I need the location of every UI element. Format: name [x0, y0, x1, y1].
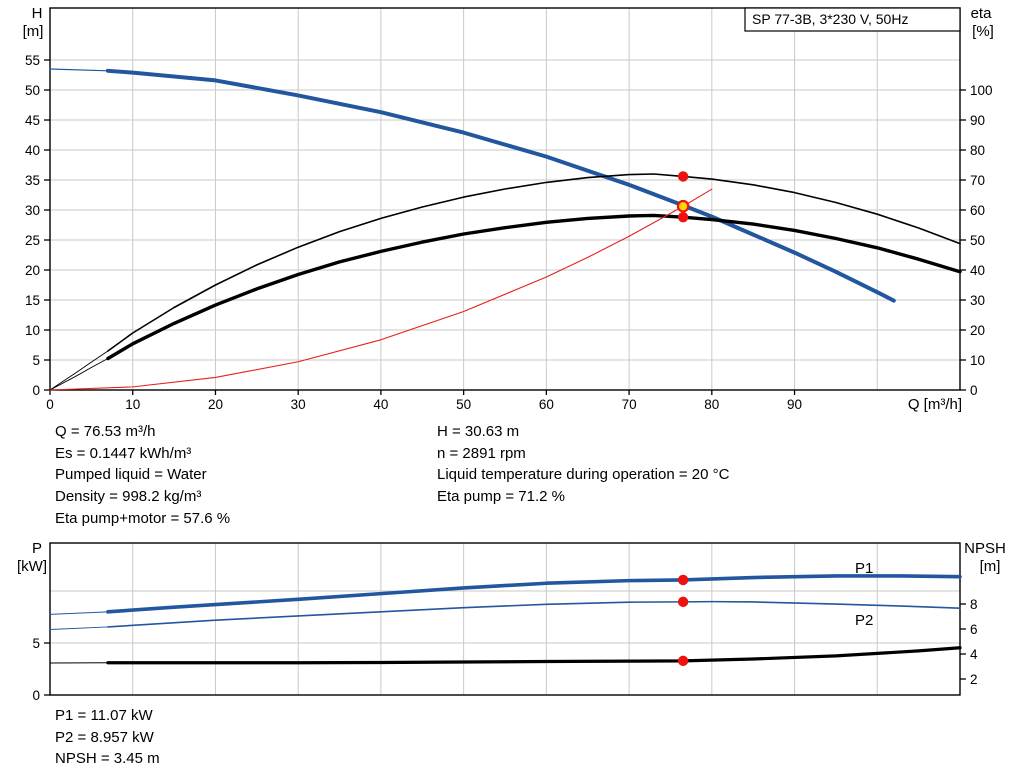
axis-title: P — [32, 540, 42, 557]
info-line-temp: Liquid temperature during operation = 20… — [437, 466, 730, 484]
y-left-tick-label: 30 — [25, 203, 40, 218]
y-left-tick-label: 15 — [25, 293, 40, 308]
info-line-density: Density = 998.2 kg/m³ — [55, 488, 202, 506]
y-left-tick-label: 45 — [25, 113, 40, 128]
eta-pump-duty-marker — [677, 171, 689, 182]
x-tick-label: 0 — [46, 397, 54, 412]
axes: 0 5 2 4 6 8 — [32, 597, 978, 703]
series-label-p1: P1 — [855, 560, 873, 577]
info-line-p2: P2 = 8.957 kW — [55, 728, 154, 746]
x-tick-label: 20 — [208, 397, 223, 412]
axis-title: [m] — [980, 558, 1001, 575]
npsh-duty-marker — [677, 655, 689, 667]
gridlines — [50, 543, 960, 695]
plot-frame — [49, 7, 961, 391]
y-left-tick-label: 0 — [32, 688, 40, 703]
y-left-tick-label: 5 — [32, 353, 40, 368]
y-right-tick-label: 4 — [970, 647, 978, 662]
duty-point-marker — [676, 199, 690, 213]
y-right-tick-label: 90 — [970, 113, 985, 128]
power-npsh-chart: 0 5 2 4 6 8 P[kW] NPSH[m] P1 P2 — [17, 540, 1006, 703]
y-right-tick-label: 2 — [970, 672, 978, 687]
y-right-tick-label: 70 — [970, 173, 985, 188]
x-tick-label: 80 — [704, 397, 719, 412]
info-line-liquid: Pumped liquid = Water — [55, 466, 207, 484]
info-line-p1: P1 = 11.07 kW — [55, 707, 153, 724]
duty-info-right: H = 30.63 m n = 2891 rpm Liquid temperat… — [437, 421, 729, 508]
axis-title: [kW] — [17, 558, 47, 575]
eta-pump-curve — [107, 173, 961, 352]
y-right-tick-label: 6 — [970, 622, 978, 637]
y-right-tick-label: 60 — [970, 203, 985, 218]
x-tick-label: 50 — [456, 397, 471, 412]
p1-duty-marker — [677, 574, 689, 586]
p2-duty-marker — [677, 596, 689, 608]
y-right-tick-label: 10 — [970, 353, 985, 368]
axis-title: eta — [971, 5, 993, 22]
y-left-tick-label: 25 — [25, 233, 40, 248]
y-left-tick-label: 50 — [25, 83, 40, 98]
y-right-tick-label: 50 — [970, 233, 985, 248]
chart-title-box — [744, 7, 961, 32]
axis-title: [m] — [23, 23, 44, 40]
x-tick-label: 10 — [125, 397, 140, 412]
info-line-h: H = 30.63 m — [437, 423, 520, 440]
y-right-tick-label: 20 — [970, 323, 985, 338]
plot-frame — [49, 542, 961, 696]
chart-title: SP 77-3B, 3*230 V, 50Hz — [752, 11, 908, 27]
x-tick-label: 70 — [622, 397, 637, 412]
eta-pump-motor-curve — [106, 213, 962, 361]
x-axis-label: Q [m³/h] — [908, 396, 962, 413]
y-left-tick-label: 0 — [32, 383, 40, 398]
head-curve — [105, 68, 896, 303]
y-right-tick-label: 8 — [970, 597, 978, 612]
y-left-tick-label: 20 — [25, 263, 40, 278]
x-tick-label: 40 — [373, 397, 388, 412]
x-tick-label: 90 — [787, 397, 802, 412]
p2-curve-minflow — [49, 626, 109, 630]
eta-pump-curve-minflow — [49, 350, 109, 391]
y-left-tick-label: 35 — [25, 173, 40, 188]
info-line-es: Es = 0.1447 kWh/m³ — [55, 444, 192, 462]
info-line-q: Q = 76.53 m³/h — [55, 423, 156, 440]
info-line-n: n = 2891 rpm — [437, 444, 526, 462]
x-tick-label: 60 — [539, 397, 554, 412]
axis-title: H — [32, 5, 43, 22]
y-left-tick-label: 55 — [25, 53, 40, 68]
y-right-tick-label: 100 — [970, 83, 993, 98]
info-line-npsh: NPSH = 3.45 m — [55, 750, 160, 768]
axis-title: NPSH — [964, 540, 1006, 557]
eta-pump-motor-curve-minflow — [49, 358, 109, 391]
gridlines — [50, 8, 960, 390]
info-line-eta-pump: Eta pump = 71.2 % — [437, 488, 565, 506]
eta-pump-motor-duty-marker — [677, 211, 689, 223]
duty-info-bottom: P1 = 11.07 kW P2 = 8.957 kW NPSH = 3.45 … — [55, 705, 160, 770]
series-label-p2: P2 — [855, 612, 873, 629]
p1-curve — [106, 574, 962, 614]
axes: 0 5 10 15 20 25 30 35 40 45 50 55 0 10 20 30 40 50 60 70 80 9… — [25, 53, 993, 413]
npsh-curve — [106, 646, 962, 665]
head-curve-minflow — [49, 68, 109, 72]
p1-curve-minflow — [49, 611, 109, 615]
y-right-tick-label: 40 — [970, 263, 985, 278]
axis-title: [%] — [972, 23, 994, 40]
y-left-tick-label: 5 — [32, 636, 40, 651]
info-line-eta-pm: Eta pump+motor = 57.6 % — [55, 509, 231, 527]
p2-curve — [107, 600, 961, 628]
y-right-tick-label: 80 — [970, 143, 985, 158]
y-left-tick-label: 10 — [25, 323, 40, 338]
qh-performance-chart: 0 5 10 15 20 25 30 35 40 45 50 55 0 10 20 30 40 50 60 70 80 9… — [23, 5, 994, 413]
y-right-tick-label: 0 — [970, 383, 978, 398]
y-left-tick-label: 40 — [25, 143, 40, 158]
x-tick-label: 30 — [291, 397, 306, 412]
duty-info-left: Q = 76.53 m³/h Es = 0.1447 kWh/m³ Pumped… — [55, 421, 230, 530]
system-curve — [49, 188, 713, 391]
y-right-tick-label: 30 — [970, 293, 985, 308]
